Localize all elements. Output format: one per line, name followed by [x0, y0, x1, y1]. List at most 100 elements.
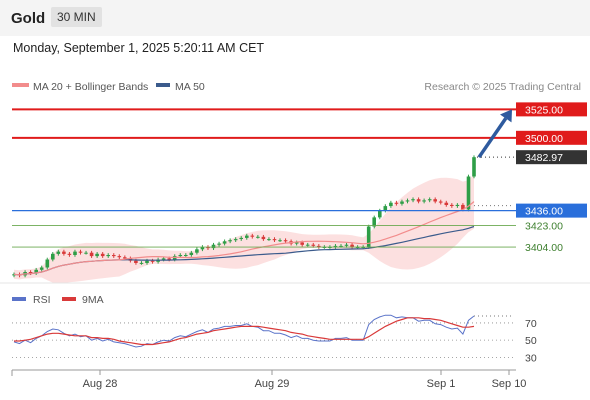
ma50-legend-label: MA 50 [175, 81, 205, 93]
projection-arrow-shaft [477, 117, 508, 159]
candle [245, 235, 249, 238]
projection-arrow-head [500, 109, 512, 123]
candle [422, 200, 426, 202]
candle [333, 245, 338, 247]
price-level-label: 3525.00 [525, 104, 563, 116]
candle [189, 252, 194, 255]
candle [267, 239, 271, 241]
x-tick-label: Aug 29 [255, 378, 290, 390]
candle [366, 226, 371, 247]
candle [389, 202, 393, 207]
candle [400, 201, 404, 204]
candle [378, 210, 382, 218]
candle [28, 272, 33, 274]
price-level-label: 3423.00 [525, 220, 563, 232]
timestamp: Monday, September 1, 2025 5:20:11 AM CET [13, 41, 265, 55]
x-tick-label: Sep 10 [492, 378, 527, 390]
main-plot [12, 155, 476, 284]
candle [472, 157, 476, 177]
candle [450, 204, 454, 206]
price-level-label: 3500.00 [525, 133, 563, 145]
candle [350, 244, 354, 247]
price-level-label: 3482.97 [525, 152, 563, 164]
ma20-legend-swatch [12, 83, 29, 87]
top-bar: Gold 30 MIN [0, 0, 590, 36]
candle [344, 244, 349, 246]
candle [361, 247, 365, 248]
candle [305, 244, 310, 246]
rsi-legend-label: RSI [33, 294, 51, 306]
candle [112, 255, 116, 257]
candle [167, 258, 171, 260]
ma50-legend-swatch [156, 83, 170, 87]
candle [217, 243, 221, 245]
candle [39, 267, 44, 270]
candle [123, 257, 127, 259]
rsi-plot: 70 50 30 [12, 314, 537, 364]
bollinger-band [14, 174, 474, 284]
candle [239, 237, 243, 239]
candle [56, 251, 61, 254]
candle [383, 206, 388, 211]
candle [328, 247, 332, 248]
copyright-text: Research © 2025 Trading Central [424, 81, 581, 93]
candle [466, 176, 471, 210]
candle [372, 217, 376, 227]
candle [195, 249, 199, 253]
rsi-tick-label: 30 [525, 352, 537, 364]
candle [311, 244, 316, 246]
candle [411, 199, 415, 201]
candle [416, 199, 421, 202]
candle [211, 244, 216, 249]
candle [73, 251, 77, 255]
candle [355, 247, 360, 248]
candle [45, 259, 50, 268]
candle [139, 262, 144, 264]
candle [62, 251, 66, 254]
x-tick-label: Aug 28 [83, 378, 118, 390]
candle [405, 200, 410, 202]
candle [106, 255, 110, 257]
candle [283, 240, 288, 242]
price-levels: 3525.00 3500.00 3482.97 3436.00 3423.00 3404.… [12, 102, 587, 254]
candle [250, 235, 255, 237]
candle [78, 251, 83, 253]
candle [161, 258, 166, 260]
ma20-line [13, 201, 475, 276]
candle [461, 204, 465, 210]
price-level-tag [516, 150, 587, 165]
rsi-ma-line [14, 317, 475, 346]
price-level-tag [516, 203, 587, 218]
rsi-tick-label: 70 [525, 318, 537, 330]
candle [67, 253, 72, 255]
candle [222, 241, 227, 244]
candle [394, 202, 399, 204]
candle [206, 247, 210, 249]
rsi-legend-swatch [12, 297, 26, 301]
interval-button[interactable]: 30 MIN [51, 7, 102, 27]
candle [51, 253, 55, 260]
candle [34, 269, 38, 274]
price-level-tag [516, 130, 587, 145]
candle [300, 242, 304, 245]
x-axis: Aug 28 Aug 29 Sep 1 Sep 10 [83, 370, 527, 390]
candle [89, 252, 94, 257]
candle [261, 236, 266, 240]
rsi-line [13, 314, 475, 348]
candle [228, 240, 232, 242]
candle [95, 253, 99, 257]
x-tick-label: Sep 1 [427, 378, 456, 390]
rsi-ma-legend-swatch [62, 297, 76, 301]
ma20-legend-label: MA 20 + Bollinger Bands [33, 81, 148, 93]
candle [272, 239, 277, 241]
candle [339, 245, 343, 247]
candle [233, 239, 238, 241]
candle [134, 260, 138, 263]
price-level-label: 3436.00 [525, 206, 563, 218]
candle [84, 252, 88, 254]
candle [278, 240, 282, 242]
candle [317, 245, 321, 247]
candle [427, 199, 432, 201]
candle [117, 256, 122, 258]
